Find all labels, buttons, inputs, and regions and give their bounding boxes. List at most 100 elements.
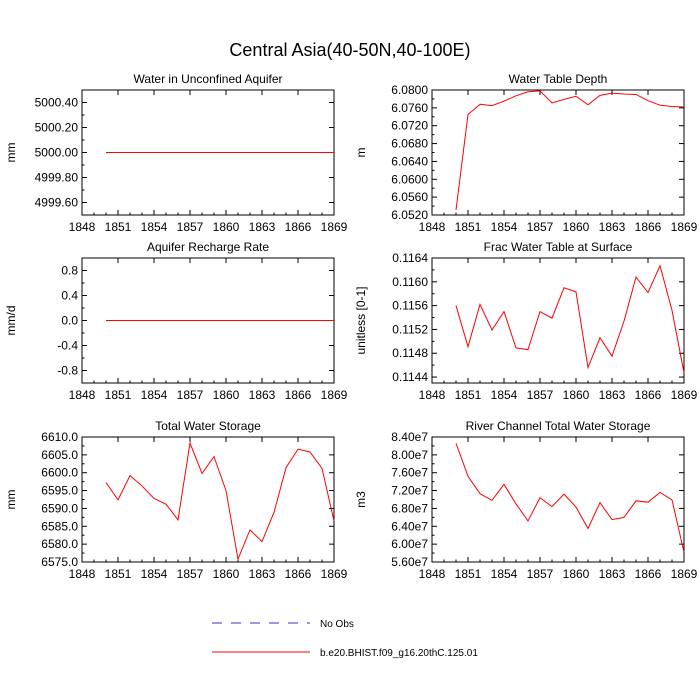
plot-frame <box>431 436 685 563</box>
y-tick-label: 0.1164 <box>392 251 428 265</box>
y-tick-label: 0.1148 <box>392 346 428 360</box>
x-tick-label: 1857 <box>177 567 204 581</box>
x-tick-label: 1848 <box>69 220 96 234</box>
x-tick-label: 1851 <box>105 388 132 402</box>
x-tick-label: 1857 <box>177 220 204 234</box>
x-tick-label: 1854 <box>491 388 518 402</box>
x-tick-label: 1851 <box>455 220 482 234</box>
y-tick-label: 6.0680 <box>391 137 428 151</box>
y-tick-label: 0.8 <box>61 264 78 278</box>
x-tick-label: 1869 <box>321 567 348 581</box>
y-tick-label: 0.1160 <box>392 275 428 289</box>
x-tick-label: 1848 <box>419 388 446 402</box>
y-tick-label: 6610.0 <box>41 430 78 444</box>
figure-title: Central Asia(40-50N,40-100E) <box>229 40 470 60</box>
y-tick-label: 6.0600 <box>391 172 428 186</box>
x-tick-label: 1854 <box>491 220 518 234</box>
x-tick-label: 1866 <box>635 567 662 581</box>
y-axis-label: mm/d <box>4 306 18 336</box>
legend: No Obs b.e20.BHIST.f09_g16.20thC.125.01 <box>212 619 478 659</box>
x-tick-label: 1866 <box>285 220 312 234</box>
chart-panels: Water in Unconfined Aquifer mm 1848 1851 185… <box>4 72 698 581</box>
chart-panel-3: Aquifer Recharge Rate mm/d 1848 1851 1854 185… <box>4 240 348 402</box>
series-line <box>455 264 685 373</box>
y-tick-label: 6.40e7 <box>391 519 428 533</box>
x-tick-label: 1863 <box>249 388 276 402</box>
x-tick-label: 1854 <box>141 388 168 402</box>
y-tick-label: 6.0560 <box>391 190 428 204</box>
y-tick-label: 0.1156 <box>392 299 428 313</box>
x-tick-label: 1866 <box>285 567 312 581</box>
x-tick-label: 1854 <box>491 567 518 581</box>
y-tick-label: 5.60e7 <box>391 555 428 569</box>
x-tick-label: 1863 <box>599 388 626 402</box>
series-line <box>455 443 685 553</box>
panel-title: Aquifer Recharge Rate <box>147 240 269 254</box>
chart-panel-2: Water Table Depth m 1848 1851 1854 1857 1860 18… <box>354 72 698 234</box>
x-tick-label: 1869 <box>321 388 348 402</box>
x-tick-label: 1869 <box>321 220 348 234</box>
x-tick-label: 1866 <box>635 220 662 234</box>
y-tick-label: 6.0800 <box>391 83 428 97</box>
y-axis-label: m <box>354 148 368 158</box>
x-tick-label: 1860 <box>563 567 590 581</box>
y-tick-label: 5000.20 <box>35 121 79 135</box>
x-tick-label: 1869 <box>671 220 698 234</box>
y-tick-label: 8.40e7 <box>391 430 428 444</box>
x-tick-label: 1860 <box>563 388 590 402</box>
x-tick-label: 1848 <box>69 567 96 581</box>
y-tick-label: -0.8 <box>57 364 78 378</box>
x-tick-label: 1851 <box>105 220 132 234</box>
x-tick-label: 1869 <box>671 388 698 402</box>
x-tick-label: 1848 <box>69 388 96 402</box>
plot-frame <box>431 89 685 216</box>
series-line <box>105 441 335 561</box>
plot-frame <box>431 257 685 384</box>
legend-obs-label: No Obs <box>320 619 354 630</box>
x-tick-label: 1851 <box>105 567 132 581</box>
y-tick-label: 6.80e7 <box>391 501 428 515</box>
x-tick-label: 1854 <box>141 567 168 581</box>
y-tick-label: 0.0 <box>61 314 78 328</box>
x-tick-label: 1860 <box>563 220 590 234</box>
y-tick-label: 5000.40 <box>35 96 79 110</box>
panel-title: Total Water Storage <box>155 419 261 433</box>
y-tick-label: -0.4 <box>57 339 78 353</box>
y-tick-label: 0.1144 <box>392 370 428 384</box>
x-tick-label: 1857 <box>527 388 554 402</box>
y-tick-label: 4999.60 <box>35 196 79 210</box>
x-tick-label: 1860 <box>213 388 240 402</box>
chart-panel-4: Frac Water Table at Surface unitless [0-1… <box>354 240 698 402</box>
x-tick-label: 1866 <box>635 388 662 402</box>
chart-panel-6: River Channel Total Water Storage m3 1848 1… <box>354 419 698 581</box>
x-tick-label: 1863 <box>249 220 276 234</box>
x-tick-label: 1848 <box>419 220 446 234</box>
plot-frame <box>81 436 335 563</box>
panel-title: Water in Unconfined Aquifer <box>134 72 283 86</box>
y-axis-label: mm <box>4 143 18 163</box>
panel-title: Frac Water Table at Surface <box>484 240 633 254</box>
x-tick-label: 1851 <box>455 388 482 402</box>
y-tick-label: 0.1152 <box>392 322 428 336</box>
y-tick-label: 5000.00 <box>35 146 79 160</box>
x-tick-label: 1860 <box>213 220 240 234</box>
y-tick-label: 6585.0 <box>41 519 78 533</box>
x-tick-label: 1869 <box>671 567 698 581</box>
x-tick-label: 1866 <box>285 388 312 402</box>
y-tick-label: 7.60e7 <box>391 466 428 480</box>
chart-panel-1: Water in Unconfined Aquifer mm 1848 1851 185… <box>4 72 348 234</box>
panel-title: Water Table Depth <box>509 72 608 86</box>
panel-title: River Channel Total Water Storage <box>466 419 651 433</box>
legend-model-label: b.e20.BHIST.f09_g16.20thC.125.01 <box>320 648 478 659</box>
x-tick-label: 1848 <box>419 567 446 581</box>
x-tick-label: 1857 <box>527 567 554 581</box>
x-tick-label: 1860 <box>213 567 240 581</box>
y-tick-label: 6.00e7 <box>391 537 428 551</box>
y-tick-label: 6605.0 <box>41 448 78 462</box>
x-tick-label: 1857 <box>527 220 554 234</box>
x-tick-label: 1863 <box>249 567 276 581</box>
y-tick-label: 6600.0 <box>41 466 78 480</box>
y-tick-label: 6.0520 <box>391 208 428 222</box>
x-tick-label: 1863 <box>599 567 626 581</box>
